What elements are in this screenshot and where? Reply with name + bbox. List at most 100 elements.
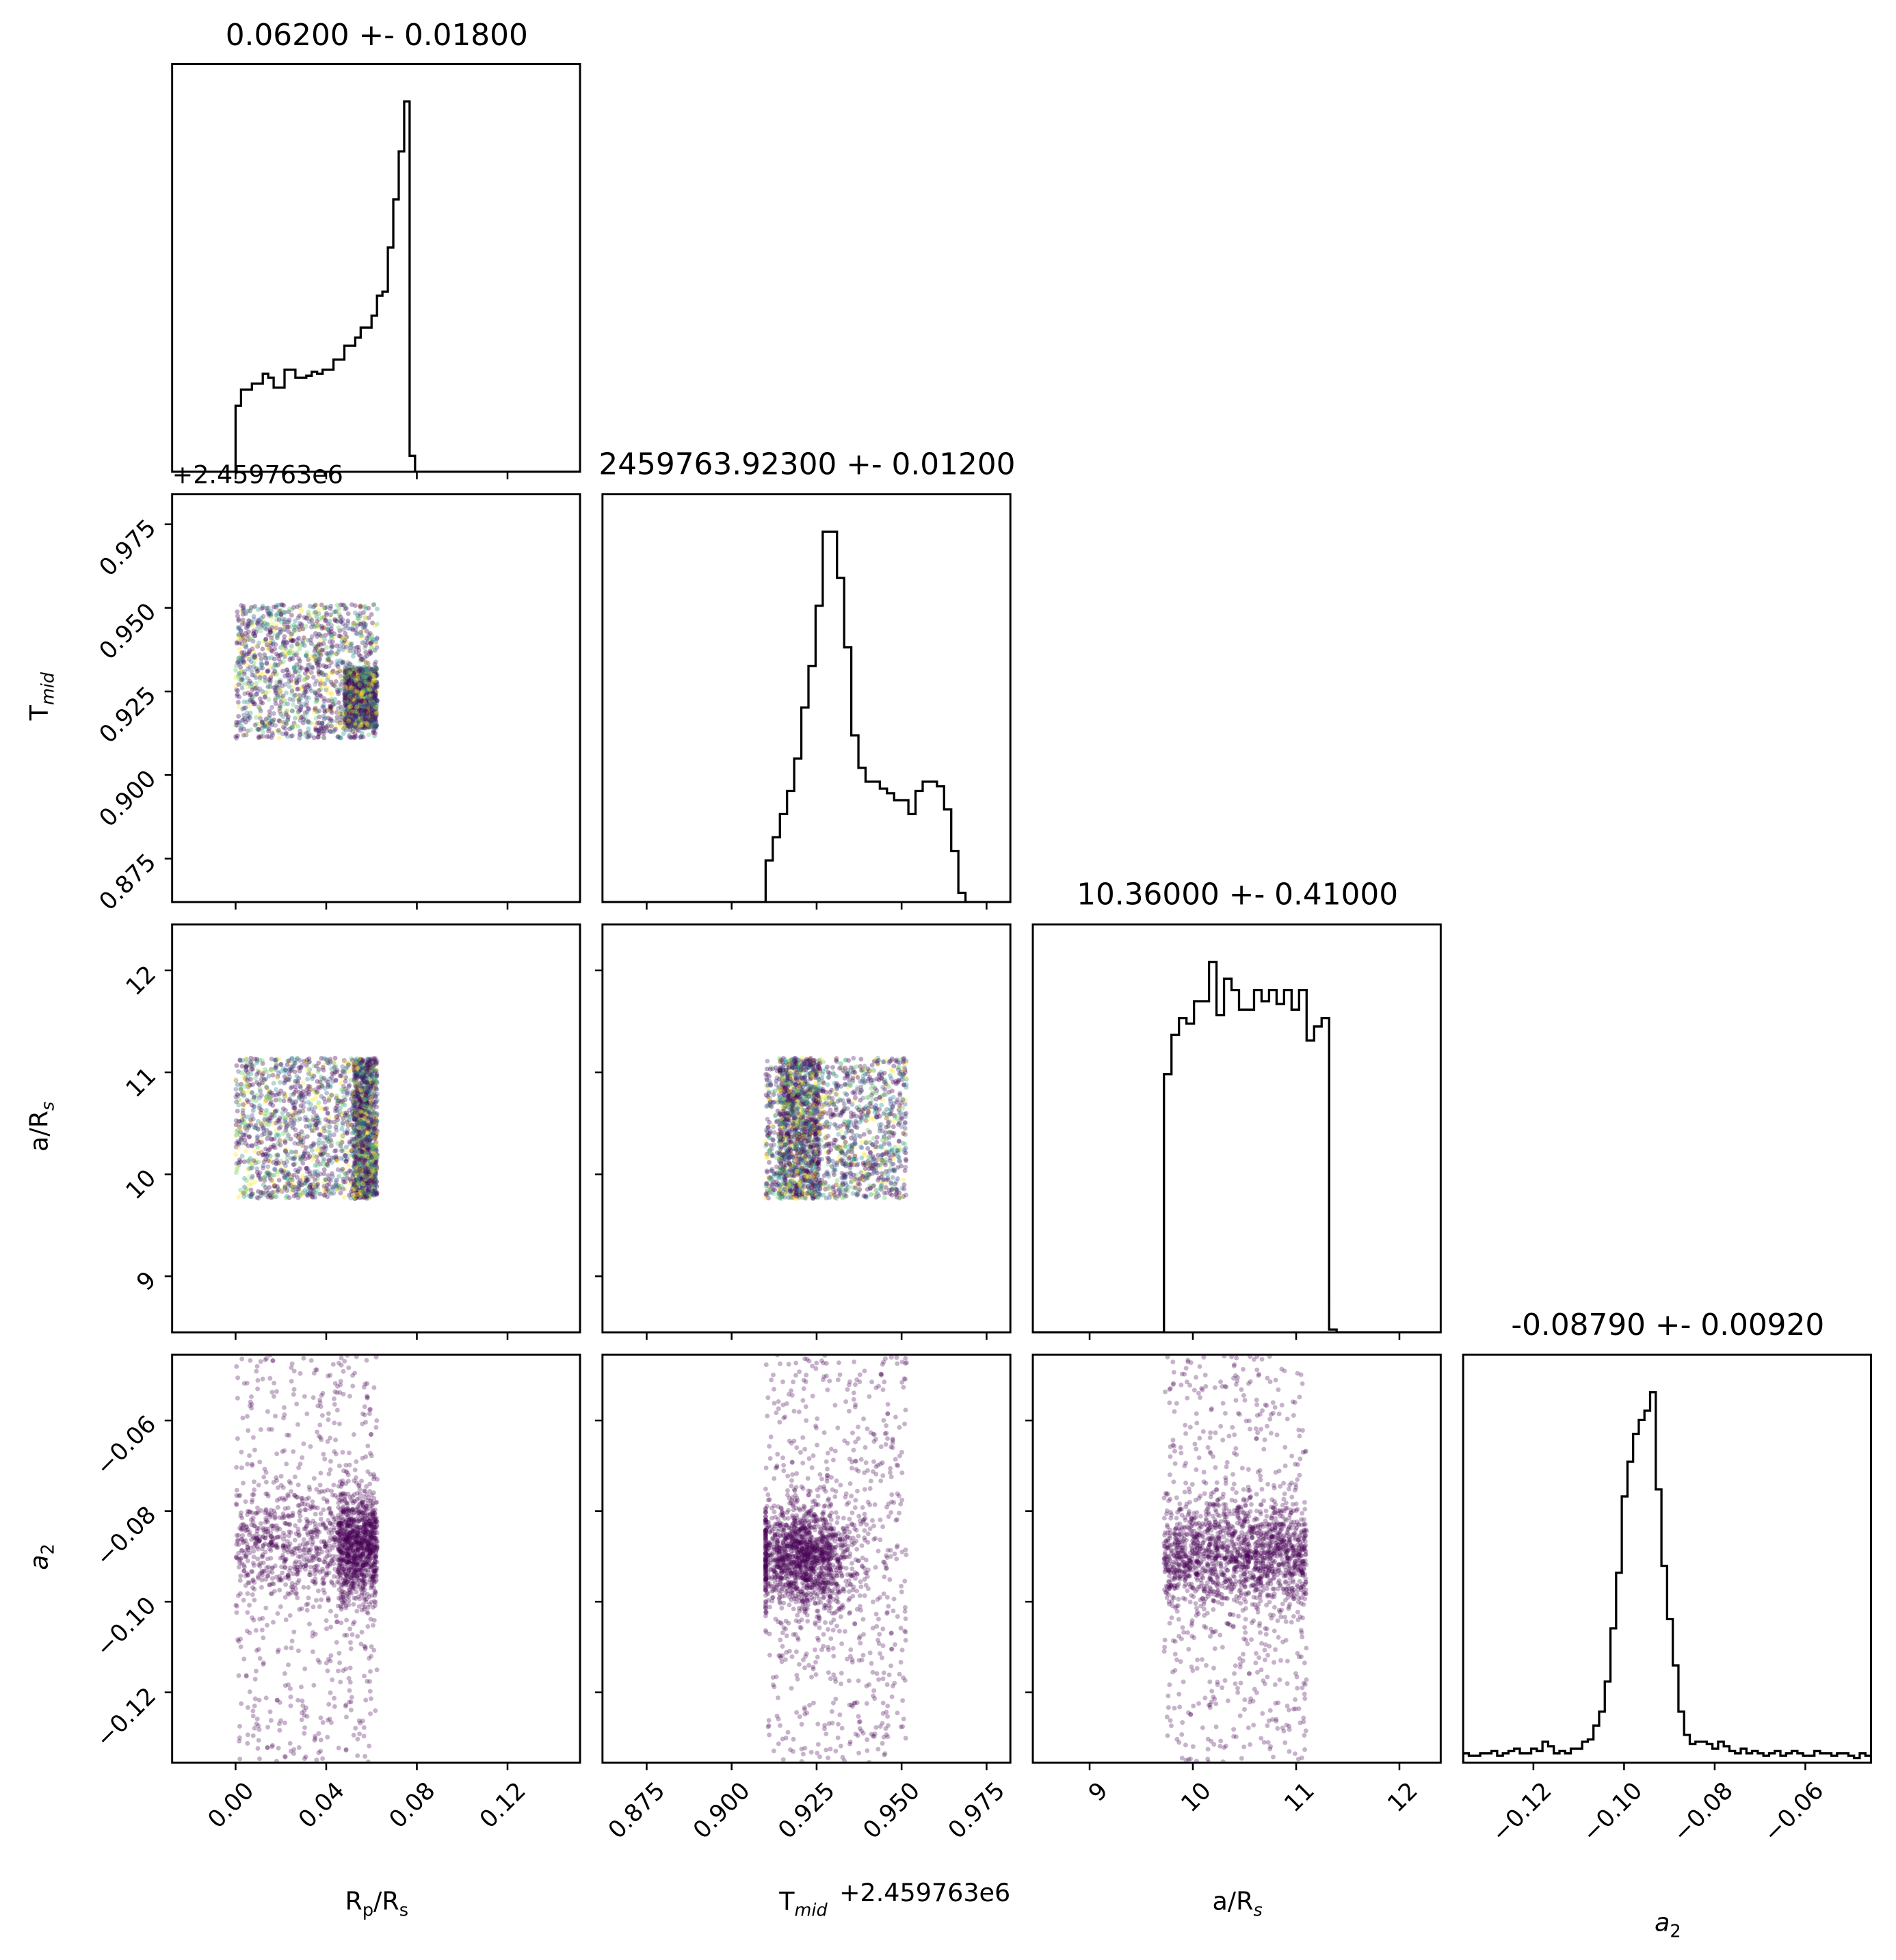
sample-point: [272, 646, 278, 652]
sample-point: [346, 678, 352, 683]
sample-point: [254, 1166, 260, 1171]
sample-point: [350, 687, 356, 692]
sample-point: [306, 706, 312, 712]
sample-point: [358, 719, 364, 725]
sample-point: [342, 674, 347, 679]
sample-point: [358, 622, 363, 626]
sample-point: [359, 725, 365, 730]
sample-point: [353, 1111, 358, 1116]
sample-point: [355, 699, 360, 704]
sample-point: [375, 672, 380, 677]
sample-point: [252, 633, 258, 638]
sample-point: [360, 689, 365, 695]
sample-point: [360, 676, 366, 682]
sample-point: [297, 708, 302, 713]
sample-point: [350, 684, 355, 689]
sample-point: [311, 610, 317, 615]
sample-point: [353, 1151, 358, 1156]
sample-point: [374, 645, 380, 650]
sample-point: [354, 667, 360, 673]
sample-point: [358, 696, 363, 702]
sample-point: [360, 1096, 366, 1101]
sample-point: [253, 629, 259, 635]
sample-point: [347, 699, 353, 704]
sample-point: [359, 668, 365, 674]
sample-point: [285, 1076, 291, 1082]
sample-point: [337, 633, 342, 639]
sample-point: [346, 718, 352, 724]
sample-point: [367, 1114, 373, 1120]
sample-point: [338, 1141, 343, 1146]
sample-point: [373, 723, 379, 728]
sample-point: [356, 669, 361, 674]
sample-point: [346, 689, 352, 694]
sample-point: [273, 612, 278, 618]
sample-point: [370, 670, 376, 675]
sample-point: [363, 1189, 369, 1194]
sample-point: [354, 717, 358, 722]
sample-point: [349, 710, 354, 715]
sample-point: [350, 627, 356, 633]
sample-point: [291, 638, 296, 644]
sample-point: [362, 664, 367, 670]
sample-point: [360, 676, 365, 680]
sample-point: [236, 1160, 241, 1165]
sample-point: [357, 712, 363, 717]
sample-point: [325, 1187, 330, 1192]
sample-point: [345, 672, 351, 677]
sample-point: [312, 655, 317, 661]
sample-point: [247, 608, 252, 613]
sample-point: [306, 733, 312, 739]
sample-point: [356, 672, 361, 678]
sample-point: [362, 1150, 367, 1156]
sample-point: [360, 703, 366, 708]
sample-point: [317, 1132, 322, 1137]
sample-point: [359, 633, 365, 639]
sample-point: [235, 639, 240, 645]
sample-point: [373, 1134, 379, 1139]
sample-point: [355, 1195, 360, 1201]
sample-point: [334, 1128, 339, 1133]
sample-point: [241, 606, 246, 611]
sample-point: [252, 655, 257, 661]
sample-point: [345, 720, 351, 726]
scatter-panel-rp-ars: [171, 923, 581, 1334]
sample-point: [348, 697, 354, 702]
sample-point: [244, 662, 250, 667]
sample-point: [260, 622, 265, 628]
sample-point: [363, 674, 369, 680]
sample-point: [343, 670, 348, 676]
sample-point: [243, 681, 249, 686]
sample-point: [359, 693, 365, 699]
sample-point: [364, 673, 369, 678]
sample-point: [360, 717, 365, 722]
sample-point: [305, 719, 311, 725]
sample-point: [345, 695, 350, 700]
sample-point: [315, 697, 320, 702]
sample-point: [291, 684, 296, 689]
sample-point: [343, 691, 348, 697]
sample-point: [358, 632, 363, 637]
sample-point: [365, 1066, 371, 1071]
sample-point: [265, 633, 271, 638]
sample-point: [294, 1073, 300, 1078]
sample-point: [371, 696, 377, 701]
sample-point: [279, 1168, 285, 1174]
sample-point: [302, 643, 307, 648]
sample-point: [351, 696, 356, 702]
sample-point: [313, 646, 318, 652]
sample-point: [371, 1169, 376, 1175]
sample-point: [299, 1097, 304, 1102]
sample-point: [357, 712, 363, 717]
sample-point: [373, 1099, 379, 1104]
sample-point: [248, 727, 254, 732]
sample-point: [317, 682, 323, 687]
sample-point: [236, 1195, 241, 1200]
sample-point: [355, 684, 360, 689]
sample-point: [365, 1170, 370, 1176]
sample-point: [363, 717, 369, 723]
sample-point: [256, 618, 261, 623]
sample-point: [280, 602, 285, 607]
sample-point: [342, 725, 347, 730]
sample-point: [369, 680, 375, 685]
